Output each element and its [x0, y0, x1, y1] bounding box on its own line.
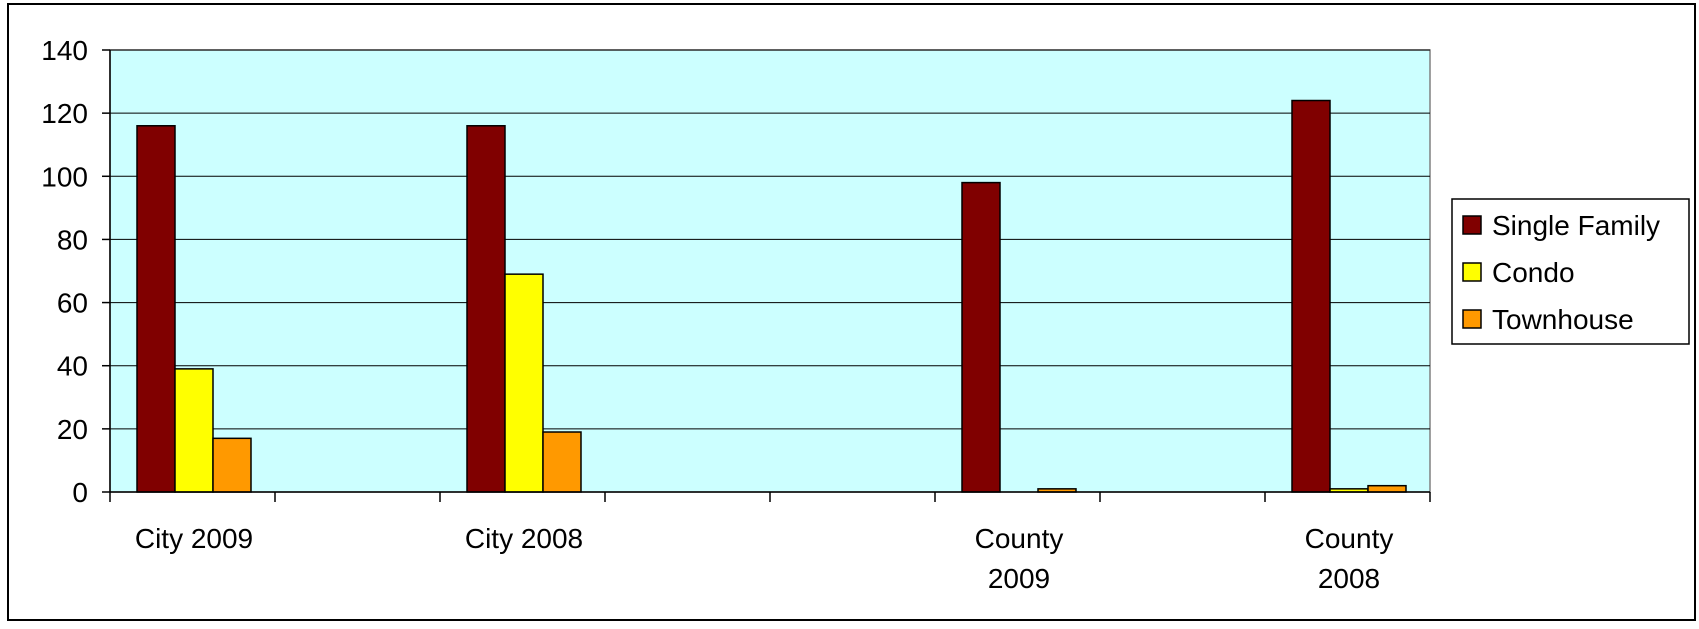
x-category-label: 2008	[1318, 563, 1380, 594]
legend-swatch	[1462, 262, 1482, 282]
y-tick-label: 60	[57, 288, 88, 319]
bars	[136, 99, 1407, 493]
legend-swatch	[1462, 309, 1482, 329]
bar-townhouse	[1367, 484, 1407, 493]
y-tick-label: 80	[57, 224, 88, 255]
bar-single-family	[466, 125, 506, 493]
bar-townhouse	[542, 431, 582, 493]
y-tick-label: 100	[41, 161, 88, 192]
x-category-label: City 2008	[465, 523, 583, 554]
legend-label: Condo	[1492, 257, 1575, 288]
axes	[102, 49, 1431, 502]
legend-label: Single Family	[1492, 210, 1660, 241]
y-tick-label: 140	[41, 35, 88, 66]
x-category-label: County	[1305, 523, 1394, 554]
bar-condo	[174, 368, 214, 493]
bar-townhouse	[212, 437, 252, 493]
legend-box	[1451, 198, 1690, 345]
bar-single-family	[136, 125, 176, 493]
y-tick-label: 40	[57, 351, 88, 382]
y-tick-label: 20	[57, 414, 88, 445]
legend-swatch	[1462, 215, 1482, 235]
y-tick-label: 120	[41, 98, 88, 129]
bar-single-family	[961, 181, 1001, 493]
legend: Single Family Condo Townhouse	[1451, 198, 1690, 345]
y-tick-label: 0	[72, 477, 88, 508]
bar-single-family	[1291, 99, 1331, 493]
y-tick-labels: 0 20 40 60 80 100 120 140	[41, 35, 88, 508]
x-category-label: County	[975, 523, 1064, 554]
x-category-labels: City 2009 City 2008 County 2009 County 2008	[135, 523, 1394, 594]
gridlines	[110, 49, 1430, 430]
legend-label: Townhouse	[1492, 304, 1634, 335]
bar-condo	[504, 273, 544, 493]
x-category-label: 2009	[988, 563, 1050, 594]
x-category-label: City 2009	[135, 523, 253, 554]
plot-area	[109, 49, 1431, 493]
